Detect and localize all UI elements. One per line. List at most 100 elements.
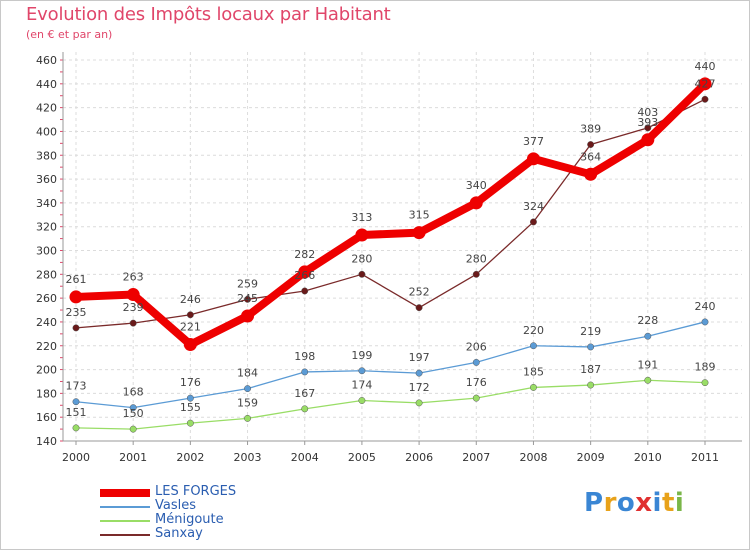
data-point	[129, 425, 137, 433]
data-label: 221	[180, 321, 201, 334]
data-label: 364	[580, 150, 601, 163]
x-tick-label: 2007	[462, 451, 490, 464]
legend-swatch	[100, 534, 150, 536]
x-tick-label: 2009	[577, 451, 605, 464]
legend-label: Sanxay	[155, 526, 203, 541]
series-line-vasles	[75, 321, 706, 409]
y-tick-label: 420	[36, 102, 57, 115]
x-tick-label: 2010	[634, 451, 662, 464]
data-label: 263	[123, 271, 144, 284]
data-point	[472, 394, 480, 402]
data-label: 240	[695, 300, 716, 313]
data-point	[301, 405, 309, 413]
data-label: 197	[409, 351, 430, 364]
data-label: 393	[637, 116, 658, 129]
legend-label: Vasles	[155, 498, 197, 513]
data-label: 187	[580, 363, 601, 376]
data-label: 239	[123, 301, 144, 314]
data-point	[701, 318, 709, 326]
legend-swatch	[100, 520, 150, 522]
data-label: 427	[695, 77, 716, 90]
data-label: 228	[637, 314, 658, 327]
x-tick-label: 2008	[519, 451, 547, 464]
data-point	[472, 358, 480, 366]
legend-swatch	[100, 489, 150, 497]
data-point	[644, 376, 652, 384]
data-label: 176	[180, 376, 201, 389]
data-label: 261	[66, 273, 87, 286]
y-tick-label: 140	[36, 435, 57, 448]
data-point	[301, 287, 309, 295]
data-point	[301, 368, 309, 376]
data-point	[355, 228, 369, 242]
chart-subtitle: (en € et par an)	[26, 28, 113, 41]
data-point	[415, 304, 423, 312]
y-tick-label: 340	[36, 197, 57, 210]
y-tick-label: 220	[36, 340, 57, 353]
data-point	[72, 424, 80, 432]
data-point	[530, 342, 537, 350]
x-tick-label: 2002	[176, 451, 204, 464]
data-point	[587, 141, 595, 148]
legend-swatch	[100, 506, 150, 508]
data-label: 280	[466, 252, 487, 265]
data-label: 168	[123, 386, 144, 399]
legend-item: LES FORGES	[100, 485, 320, 500]
legend: LES FORGES Vasles Ménigoute Sanxay	[100, 485, 320, 542]
data-point	[698, 77, 712, 91]
data-point	[241, 309, 255, 323]
data-label: 174	[351, 379, 372, 392]
logo-letter: i	[652, 488, 662, 518]
data-point	[469, 196, 483, 210]
data-label: 246	[180, 293, 201, 306]
data-point	[186, 394, 194, 402]
data-point	[412, 226, 426, 240]
y-tick-label: 280	[36, 268, 57, 281]
y-tick-label: 320	[36, 221, 57, 234]
y-tick-label: 440	[36, 78, 57, 91]
data-label: 150	[123, 407, 144, 420]
series-line-ménigoute	[75, 379, 706, 430]
data-point	[244, 414, 251, 422]
logo-letter: i	[674, 488, 685, 518]
data-label: 185	[523, 365, 544, 378]
y-tick-label: 180	[36, 387, 57, 400]
data-point	[701, 95, 709, 103]
data-label: 172	[409, 381, 430, 394]
x-tick-label: 2001	[119, 451, 147, 464]
y-tick-label: 300	[36, 245, 57, 258]
data-point	[72, 324, 80, 332]
data-label: 440	[695, 60, 716, 73]
data-label: 340	[466, 179, 487, 192]
data-label: 235	[66, 306, 87, 319]
data-label: 219	[580, 325, 601, 338]
data-point	[126, 288, 140, 302]
data-point	[587, 381, 595, 389]
data-point	[644, 332, 652, 340]
x-tick-label: 2005	[348, 451, 376, 464]
data-label: 389	[580, 123, 601, 136]
data-label: 315	[409, 209, 430, 222]
data-point	[129, 404, 137, 412]
data-label: 280	[351, 252, 372, 265]
data-point	[701, 379, 709, 387]
data-point	[186, 419, 194, 427]
data-label: 173	[66, 380, 87, 393]
data-label: 198	[294, 350, 315, 363]
data-point	[584, 167, 598, 181]
data-label: 324	[523, 200, 544, 213]
data-label: 259	[237, 277, 258, 290]
legend-label: Ménigoute	[155, 512, 224, 527]
x-tick-label: 2004	[291, 451, 319, 464]
logo-letter: t	[661, 488, 675, 518]
legend-item: Ménigoute	[100, 512, 320, 528]
series-line-les-forges	[72, 79, 709, 349]
data-point	[358, 270, 366, 278]
data-label: 245	[237, 292, 258, 305]
chart-title: Evolution des Impôts locaux par Habitant	[26, 4, 391, 25]
x-tick-label: 2006	[405, 451, 433, 464]
x-tick-label: 2011	[691, 451, 719, 464]
data-label: 252	[409, 286, 430, 299]
y-tick-label: 380	[36, 149, 57, 162]
y-tick-label: 400	[36, 125, 57, 138]
